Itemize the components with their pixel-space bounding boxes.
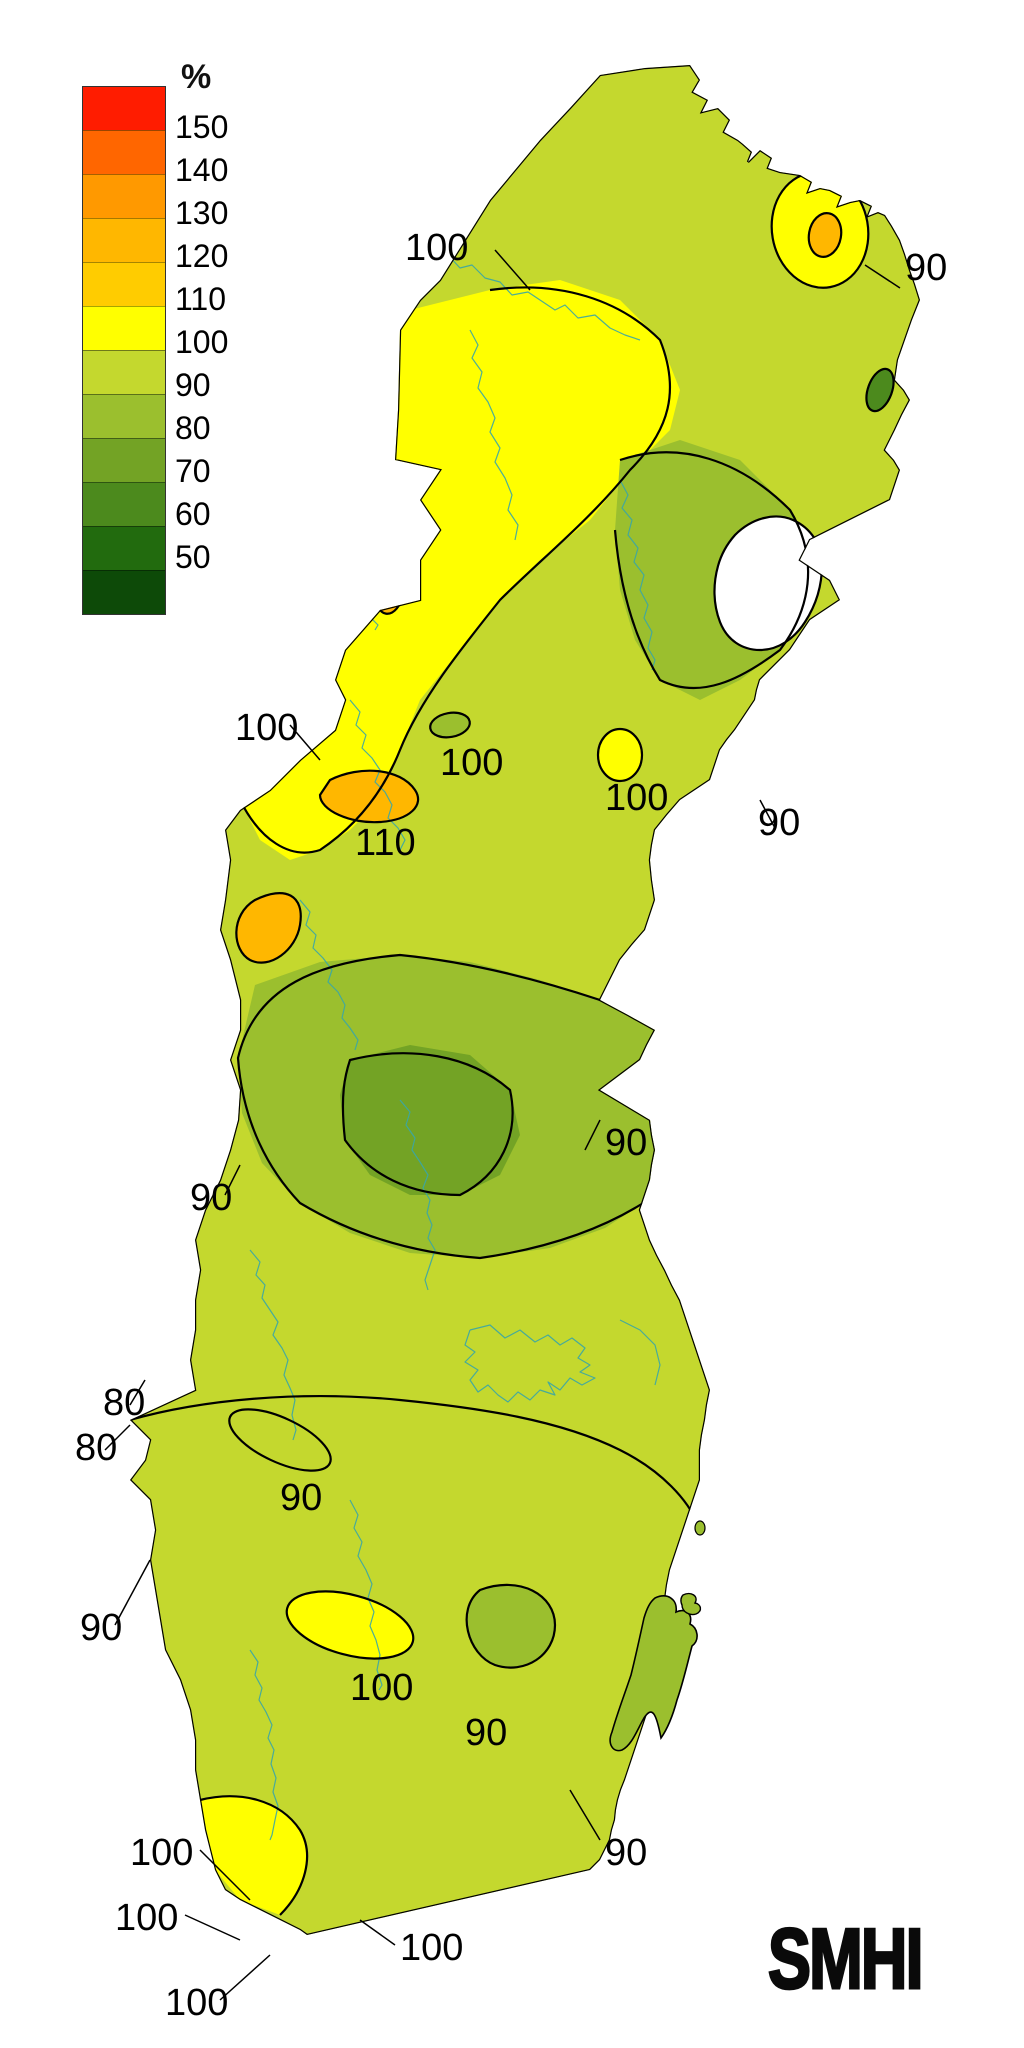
svg-text:80: 80 xyxy=(75,1427,117,1469)
svg-text:SMHI: SMHI xyxy=(768,1911,922,2006)
svg-text:100: 100 xyxy=(165,1982,228,2024)
svg-text:100: 100 xyxy=(130,1832,193,1874)
svg-text:110: 110 xyxy=(355,822,416,864)
svg-text:100: 100 xyxy=(235,707,298,749)
svg-text:100: 100 xyxy=(440,742,503,784)
svg-text:100: 100 xyxy=(115,1897,178,1939)
svg-text:80: 80 xyxy=(103,1382,145,1424)
svg-text:90: 90 xyxy=(605,1122,647,1164)
svg-text:100: 100 xyxy=(400,1927,463,1969)
svg-text:90: 90 xyxy=(80,1607,122,1649)
svg-text:90: 90 xyxy=(280,1477,322,1519)
svg-text:90: 90 xyxy=(190,1177,232,1219)
svg-text:90: 90 xyxy=(905,247,947,289)
svg-text:90: 90 xyxy=(465,1712,507,1754)
svg-text:100: 100 xyxy=(350,1667,413,1709)
svg-text:90: 90 xyxy=(605,1832,647,1874)
svg-text:100: 100 xyxy=(405,227,468,269)
svg-text:100: 100 xyxy=(605,777,668,819)
